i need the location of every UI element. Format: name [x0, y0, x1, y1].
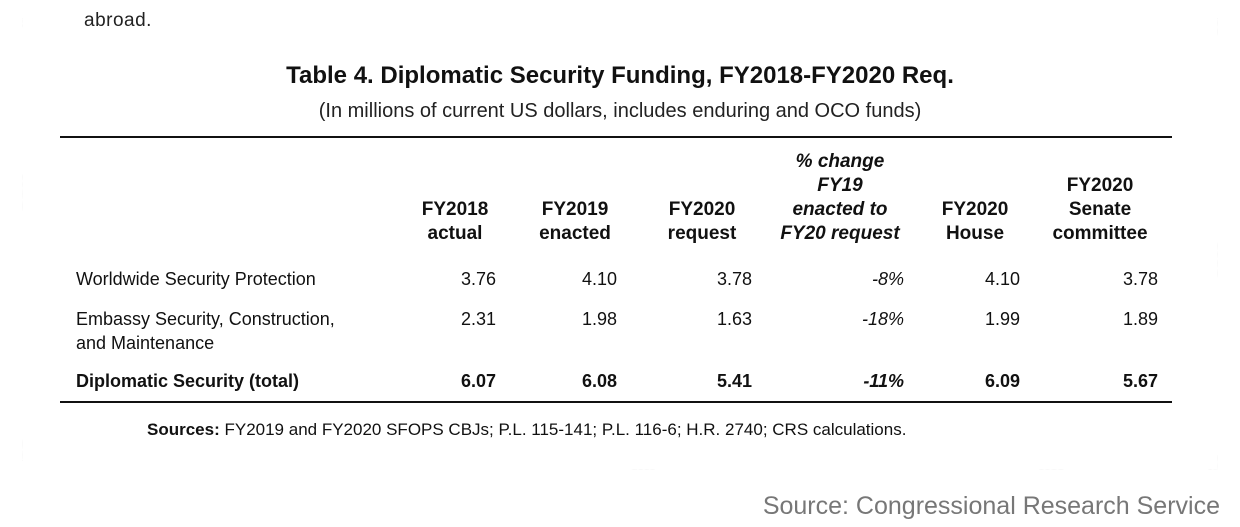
row-label-line: Embassy Security, Construction,	[76, 309, 335, 329]
table-cell: 1.63	[716, 309, 752, 329]
bottom-rule	[60, 401, 1172, 403]
header-fy2020-senate: FY2020 Senate committee	[1030, 174, 1170, 246]
table-cell: -11%	[863, 371, 904, 391]
image-credit: Source: Congressional Research Service	[762, 492, 1220, 520]
header-fy2018-actual: FY2018 actual	[400, 198, 510, 246]
sources-text: FY2019 and FY2020 SFOPS CBJs; P.L. 115-1…	[219, 420, 907, 439]
table-cell: 3.78	[716, 269, 752, 289]
table-cell: -8%	[871, 269, 904, 289]
table-cell: 1.89	[1122, 309, 1158, 329]
row-label-embassy: Embassy Security, Construction, and Main…	[76, 307, 396, 355]
row-label-total: Diplomatic Security (total)	[76, 369, 396, 393]
header-line: enacted to	[792, 199, 888, 220]
header-line: % change	[795, 151, 885, 172]
table-cell: 3.78	[1122, 269, 1158, 289]
table-cell: 1.99	[984, 309, 1020, 329]
sources-label: Sources:	[147, 420, 220, 439]
table-cell: 5.67	[1122, 371, 1158, 391]
table-cell: 5.41	[716, 371, 752, 391]
table-cell: 4.10	[581, 269, 617, 289]
top-rule	[60, 136, 1172, 138]
header-fy2019-enacted: FY2019 enacted	[520, 198, 630, 246]
header-line: FY19	[817, 175, 863, 196]
table-cell: 3.76	[460, 269, 496, 289]
table-title: Table 4. Diplomatic Security Funding, FY…	[286, 62, 954, 89]
header-fy2020-house: FY2020 House	[920, 198, 1030, 246]
table-subtitle: (In millions of current US dollars, incl…	[318, 100, 922, 122]
table-cell: 4.10	[984, 269, 1020, 289]
table-cell: 6.09	[984, 371, 1020, 391]
header-line: FY20 request	[780, 223, 900, 244]
header-line: committee	[1052, 223, 1148, 244]
row-label-line: and Maintenance	[76, 333, 215, 353]
header-line: actual	[427, 223, 483, 244]
header-line: FY2020	[668, 199, 736, 220]
header-fy2020-request: FY2020 request	[646, 198, 758, 246]
header-line: House	[945, 223, 1005, 244]
table-cell: -18%	[861, 309, 904, 329]
table-cell: 1.98	[581, 309, 617, 329]
row-label-line: Worldwide Security Protection	[76, 269, 316, 289]
header-line: FY2020	[1066, 175, 1134, 196]
table-cell: 6.07	[460, 371, 496, 391]
row-label-line: Diplomatic Security (total)	[76, 371, 300, 391]
table-cell: 2.31	[460, 309, 496, 329]
sources-note: Sources: FY2019 and FY2020 SFOPS CBJs; P…	[147, 420, 906, 440]
header-line: Senate	[1068, 199, 1132, 220]
header-line: enacted	[539, 223, 611, 244]
row-label-worldwide: Worldwide Security Protection	[76, 267, 396, 291]
table-cell: 6.08	[581, 371, 617, 391]
partial-text-fragment: abroad.	[84, 10, 152, 28]
header-line: FY2018	[421, 199, 489, 220]
header-line: request	[667, 223, 737, 244]
header-line: FY2020	[941, 199, 1009, 220]
document-page	[22, 11, 1218, 470]
header-percent-change: % change FY19 enacted to FY20 request	[770, 150, 910, 246]
header-line: FY2019	[541, 199, 609, 220]
